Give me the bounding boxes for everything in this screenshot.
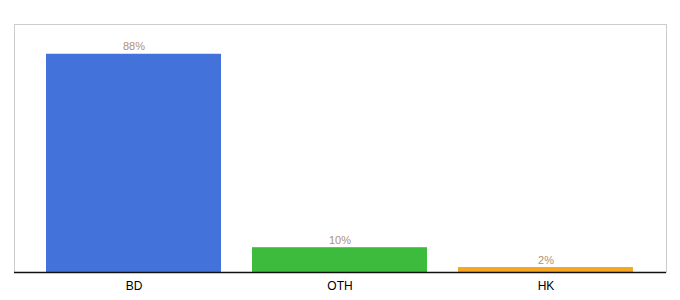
svg-text:2%: 2%: [538, 254, 554, 266]
svg-text:HK: HK: [538, 279, 555, 293]
svg-text:88%: 88%: [123, 40, 145, 52]
svg-text:BD: BD: [126, 279, 143, 293]
svg-text:OTH: OTH: [327, 279, 352, 293]
svg-text:10%: 10%: [329, 234, 351, 246]
